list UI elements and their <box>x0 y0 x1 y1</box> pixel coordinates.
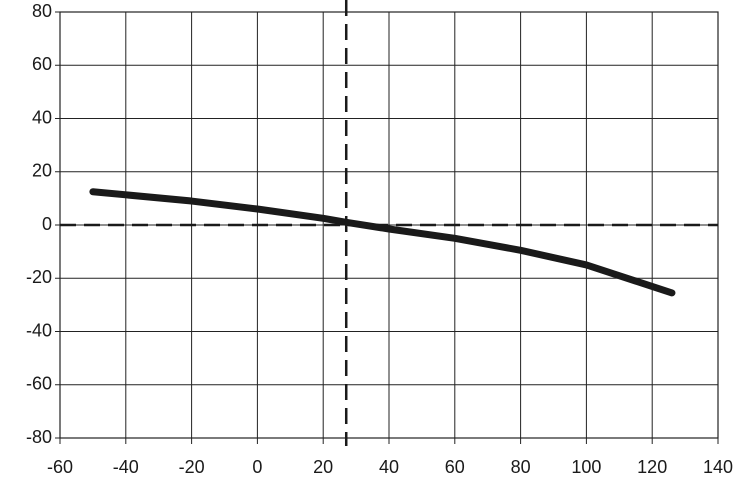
x-tick-label: -40 <box>113 457 139 477</box>
x-tick-label: 60 <box>445 457 465 477</box>
y-tick-label: 80 <box>32 1 52 21</box>
y-tick-label: -60 <box>26 374 52 394</box>
y-tick-label: -40 <box>26 320 52 340</box>
x-tick-label: 0 <box>252 457 262 477</box>
x-tick-label: 120 <box>637 457 667 477</box>
x-tick-label: 20 <box>313 457 333 477</box>
x-tick-label: -60 <box>47 457 73 477</box>
x-tick-label: 40 <box>379 457 399 477</box>
y-tick-label: 40 <box>32 107 52 127</box>
x-tick-label: 100 <box>571 457 601 477</box>
y-tick-label: -80 <box>26 427 52 447</box>
y-tick-label: 0 <box>42 214 52 234</box>
x-tick-label: 140 <box>703 457 733 477</box>
y-tick-label: 20 <box>32 161 52 181</box>
x-tick-label: -20 <box>179 457 205 477</box>
y-tick-label: 60 <box>32 54 52 74</box>
data-line <box>89 188 676 297</box>
y-tick-label: -20 <box>26 267 52 287</box>
x-tick-label: 80 <box>511 457 531 477</box>
